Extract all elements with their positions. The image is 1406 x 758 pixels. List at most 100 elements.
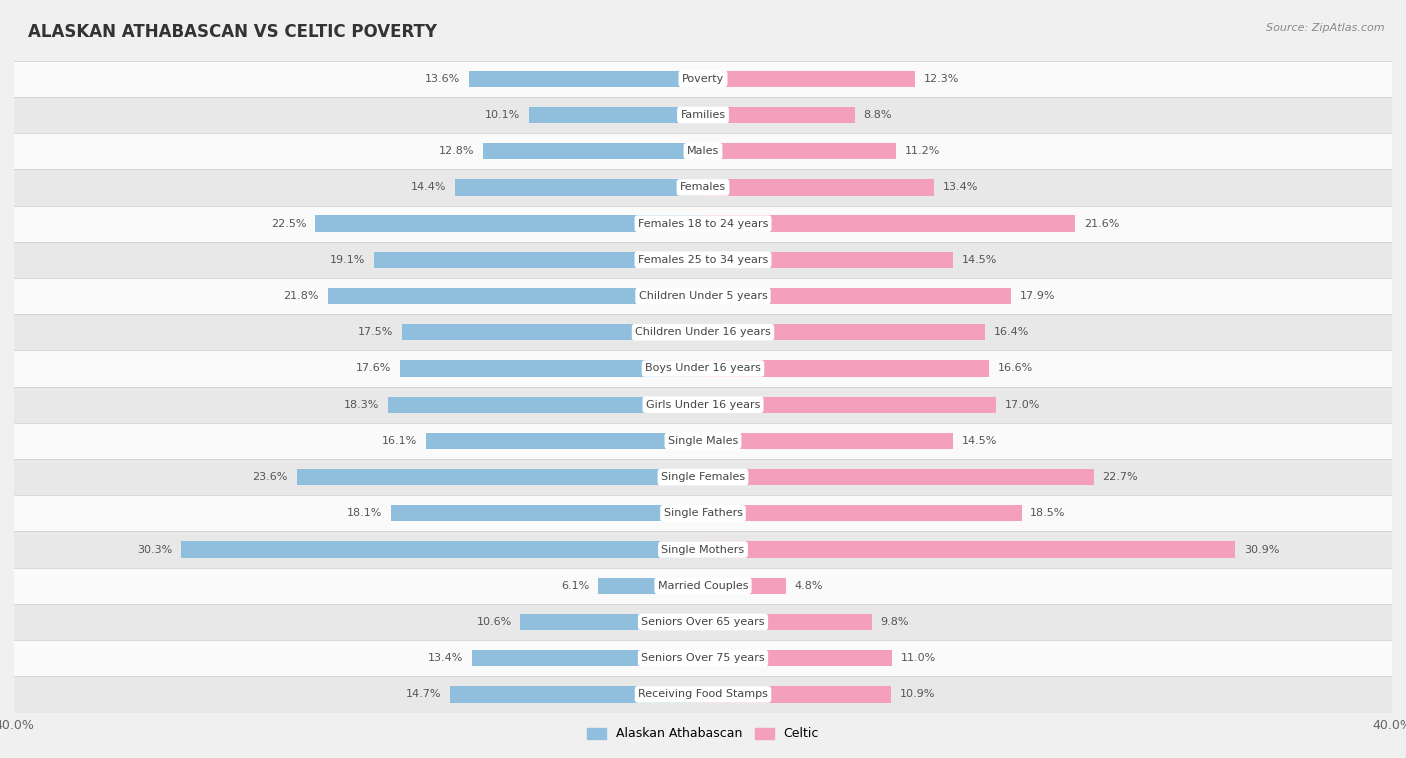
Bar	[703, 541, 1236, 558]
Text: Single Males: Single Males	[668, 436, 738, 446]
Text: Poverty: Poverty	[682, 74, 724, 83]
Text: 21.8%: 21.8%	[284, 291, 319, 301]
Text: 6.1%: 6.1%	[561, 581, 589, 590]
Text: 17.6%: 17.6%	[356, 364, 391, 374]
Text: 10.6%: 10.6%	[477, 617, 512, 627]
Text: 13.4%: 13.4%	[429, 653, 464, 663]
Text: 16.4%: 16.4%	[994, 327, 1029, 337]
Text: Single Mothers: Single Mothers	[661, 544, 745, 555]
Text: 12.8%: 12.8%	[439, 146, 474, 156]
Text: 30.3%: 30.3%	[138, 544, 173, 555]
Bar	[399, 360, 703, 377]
Text: 10.9%: 10.9%	[900, 690, 935, 700]
Text: 30.9%: 30.9%	[1244, 544, 1279, 555]
Text: ALASKAN ATHABASCAN VS CELTIC POVERTY: ALASKAN ATHABASCAN VS CELTIC POVERTY	[28, 23, 437, 41]
Bar	[14, 133, 1392, 169]
Text: Receiving Food Stamps: Receiving Food Stamps	[638, 690, 768, 700]
Bar	[14, 604, 1392, 640]
Bar	[703, 288, 1011, 304]
Text: Boys Under 16 years: Boys Under 16 years	[645, 364, 761, 374]
Bar	[315, 215, 703, 232]
Text: 14.5%: 14.5%	[962, 436, 997, 446]
Text: Single Females: Single Females	[661, 472, 745, 482]
Bar	[703, 215, 1076, 232]
Text: 13.6%: 13.6%	[425, 74, 460, 83]
Bar	[14, 387, 1392, 423]
Bar	[426, 433, 703, 449]
Text: 22.7%: 22.7%	[1102, 472, 1139, 482]
Text: 8.8%: 8.8%	[863, 110, 891, 120]
Text: 23.6%: 23.6%	[253, 472, 288, 482]
Bar	[297, 469, 703, 485]
Bar	[703, 179, 934, 196]
Text: 4.8%: 4.8%	[794, 581, 823, 590]
Bar	[14, 205, 1392, 242]
Text: 17.9%: 17.9%	[1019, 291, 1056, 301]
Bar	[14, 350, 1392, 387]
Bar	[14, 676, 1392, 713]
Bar	[14, 495, 1392, 531]
Text: Children Under 16 years: Children Under 16 years	[636, 327, 770, 337]
Text: 9.8%: 9.8%	[880, 617, 908, 627]
Bar	[456, 179, 703, 196]
Text: Children Under 5 years: Children Under 5 years	[638, 291, 768, 301]
Text: 14.4%: 14.4%	[411, 183, 446, 193]
Bar	[703, 396, 995, 413]
Text: Seniors Over 75 years: Seniors Over 75 years	[641, 653, 765, 663]
Bar	[14, 459, 1392, 495]
Bar	[328, 288, 703, 304]
Text: 16.1%: 16.1%	[382, 436, 418, 446]
Text: 18.3%: 18.3%	[344, 399, 380, 409]
Text: Girls Under 16 years: Girls Under 16 years	[645, 399, 761, 409]
Text: Families: Families	[681, 110, 725, 120]
Bar	[703, 70, 915, 87]
Legend: Alaskan Athabascan, Celtic: Alaskan Athabascan, Celtic	[582, 722, 824, 745]
Text: 10.1%: 10.1%	[485, 110, 520, 120]
Bar	[14, 97, 1392, 133]
Text: 14.7%: 14.7%	[406, 690, 441, 700]
Bar	[703, 433, 953, 449]
Text: 19.1%: 19.1%	[330, 255, 366, 265]
Bar	[14, 169, 1392, 205]
Bar	[482, 143, 703, 159]
Bar	[14, 278, 1392, 314]
Text: 18.5%: 18.5%	[1031, 509, 1066, 518]
Bar	[703, 469, 1094, 485]
Text: 17.0%: 17.0%	[1004, 399, 1040, 409]
Bar	[529, 107, 703, 123]
Bar	[181, 541, 703, 558]
Text: Married Couples: Married Couples	[658, 581, 748, 590]
Text: Females: Females	[681, 183, 725, 193]
Bar	[703, 107, 855, 123]
Text: Seniors Over 65 years: Seniors Over 65 years	[641, 617, 765, 627]
Text: 16.6%: 16.6%	[997, 364, 1033, 374]
Bar	[14, 531, 1392, 568]
Bar	[520, 614, 703, 630]
Text: 21.6%: 21.6%	[1084, 218, 1119, 229]
Bar	[14, 242, 1392, 278]
Bar	[14, 314, 1392, 350]
Text: 13.4%: 13.4%	[942, 183, 977, 193]
Text: Females 25 to 34 years: Females 25 to 34 years	[638, 255, 768, 265]
Text: 17.5%: 17.5%	[357, 327, 392, 337]
Bar	[703, 578, 786, 594]
Text: 14.5%: 14.5%	[962, 255, 997, 265]
Text: 12.3%: 12.3%	[924, 74, 959, 83]
Bar	[703, 324, 986, 340]
Bar	[402, 324, 703, 340]
Text: 22.5%: 22.5%	[271, 218, 307, 229]
Text: Males: Males	[688, 146, 718, 156]
Text: Single Fathers: Single Fathers	[664, 509, 742, 518]
Bar	[14, 568, 1392, 604]
Bar	[388, 396, 703, 413]
Bar	[703, 614, 872, 630]
Bar	[374, 252, 703, 268]
Bar	[14, 423, 1392, 459]
Text: 11.0%: 11.0%	[901, 653, 936, 663]
Bar	[703, 505, 1022, 522]
Bar	[14, 640, 1392, 676]
Text: 18.1%: 18.1%	[347, 509, 382, 518]
Bar	[703, 360, 988, 377]
Bar	[703, 143, 896, 159]
Bar	[450, 686, 703, 703]
